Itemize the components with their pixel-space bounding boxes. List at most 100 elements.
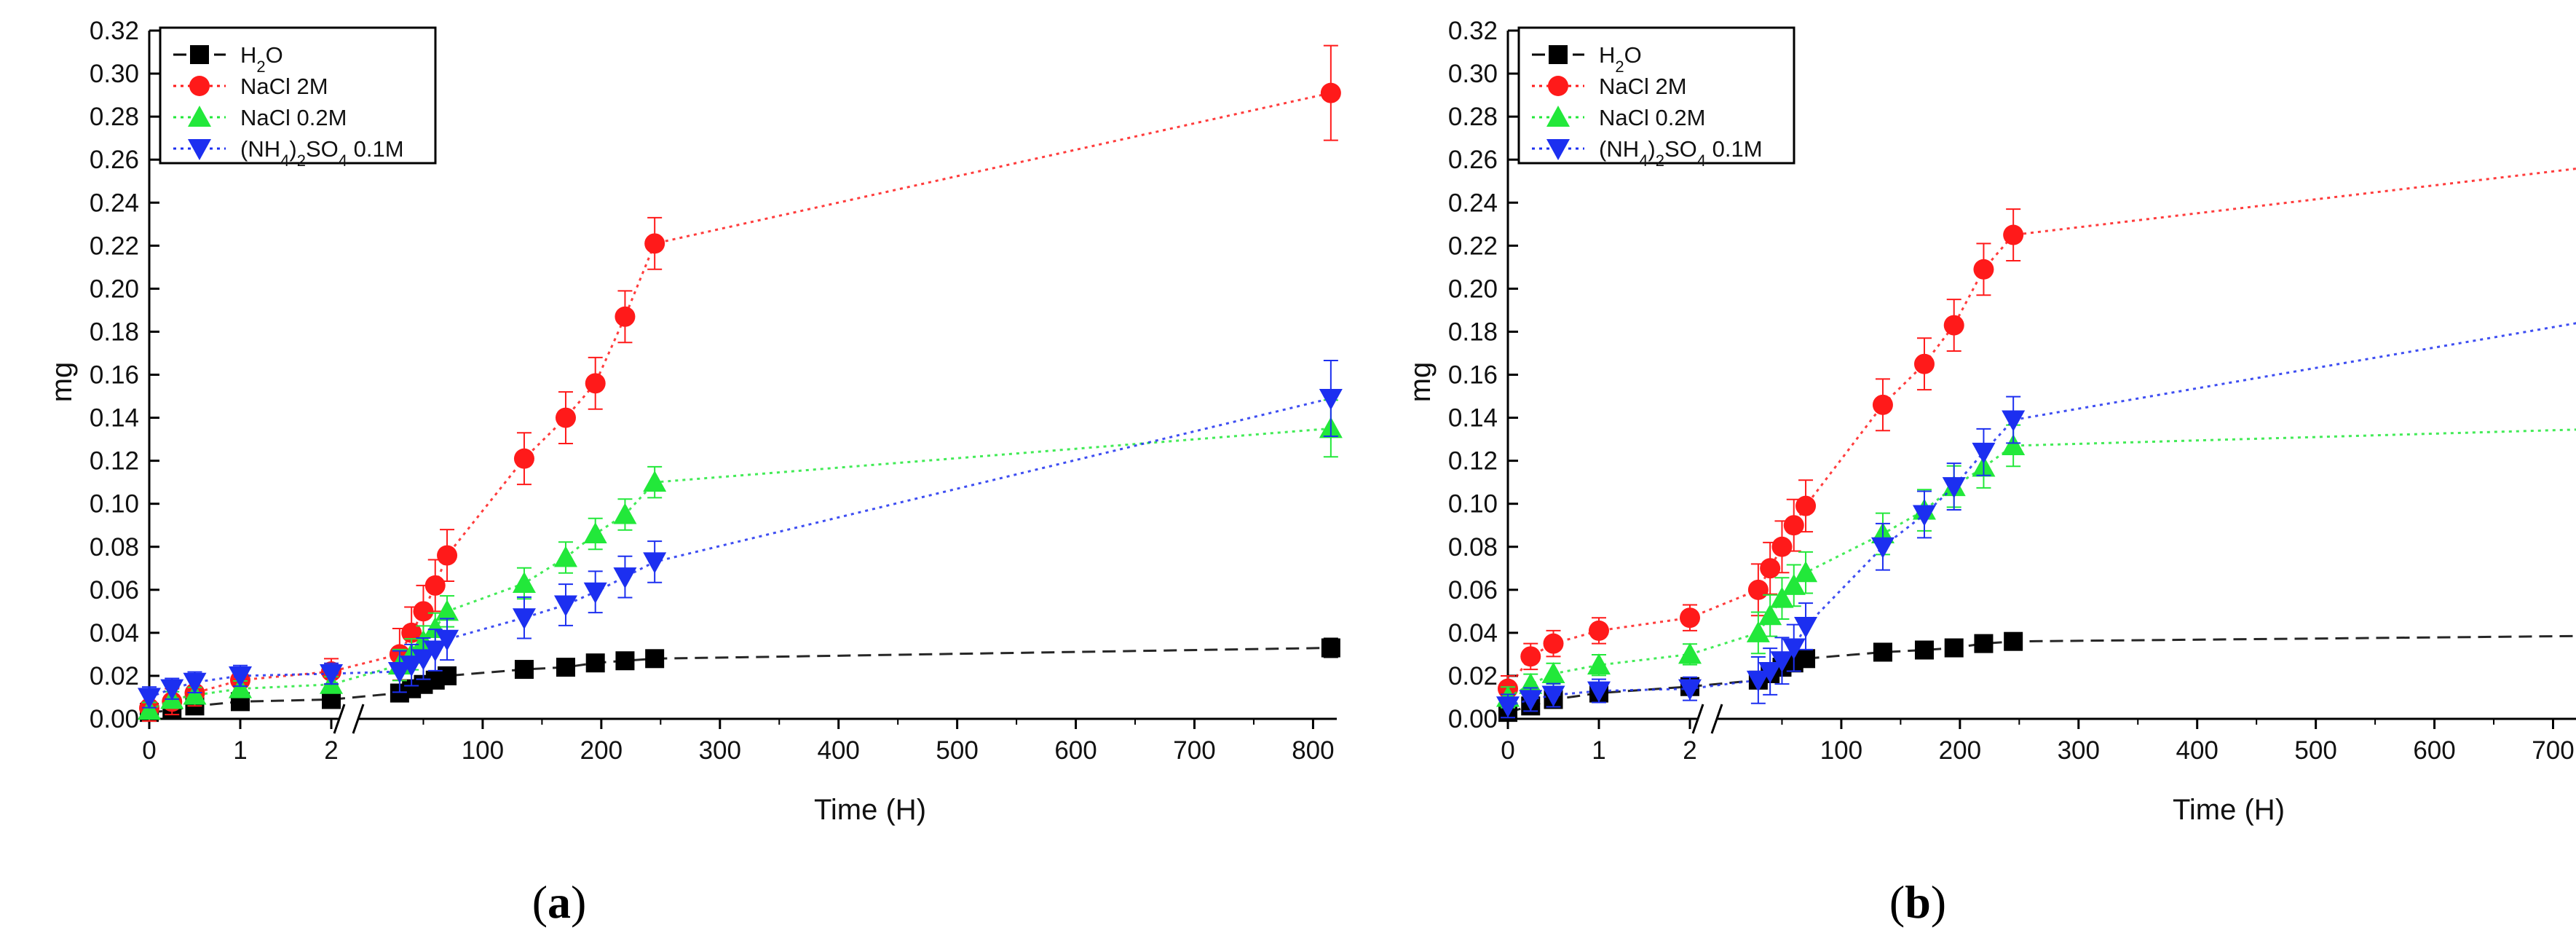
series-1 (1498, 168, 2576, 703)
x-tick-label: 200 (1939, 736, 1981, 765)
y-tick-label: 0.32 (90, 17, 139, 45)
data-point (1680, 607, 1700, 629)
legend-label: (NH4)2SO4 0.1M (1599, 136, 1763, 170)
legend-label-part: O (1624, 42, 1642, 68)
y-tick-label: 0.30 (90, 60, 139, 88)
x-tick-label: 300 (2058, 736, 2100, 765)
y-tick-label: 0.12 (90, 447, 139, 476)
y-tick-label: 0.20 (90, 275, 139, 303)
legend-label-part: NaCl 2M (240, 74, 328, 99)
data-point (183, 672, 207, 694)
legend-label-part: 2 (256, 58, 265, 76)
series-3 (138, 360, 1343, 709)
legend-label: NaCl 0.2M (1599, 105, 1705, 130)
y-tick-label: 0.10 (1448, 490, 1498, 519)
data-point (643, 470, 667, 492)
data-point (1794, 617, 1818, 639)
y-tick-label: 0.18 (90, 318, 139, 346)
x-axis-title: Time (H) (814, 794, 926, 826)
data-point (1746, 670, 1770, 692)
data-point (1912, 505, 1936, 527)
data-point (1783, 515, 1804, 536)
y-tick-label: 0.32 (1448, 17, 1498, 45)
x-tick-label: 500 (2294, 736, 2336, 765)
data-point (512, 571, 536, 593)
x-tick-label: 0 (142, 736, 156, 765)
data-point (1770, 651, 1794, 673)
data-point (1942, 477, 1966, 499)
x-tick-label: 100 (462, 736, 504, 765)
x-tick-label: 300 (699, 736, 741, 765)
legend-label-part: 0.1M (347, 136, 404, 162)
data-point (615, 651, 635, 671)
data-point (1914, 640, 1934, 660)
y-tick-label: 0.06 (1448, 576, 1498, 605)
data-point (1541, 685, 1565, 707)
legend-label-part: SO (1664, 136, 1697, 162)
legend-label-part: 4 (280, 151, 289, 170)
y-axis-title: mg (46, 362, 78, 403)
caption-letter: a (548, 876, 571, 928)
data-point (1782, 638, 1806, 660)
data-point (555, 407, 576, 428)
y-tick-label: 0.14 (90, 404, 139, 433)
data-point (2002, 410, 2026, 432)
y-tick-label: 0.10 (90, 490, 139, 519)
series-0 (1498, 631, 2576, 722)
data-point (138, 688, 161, 709)
legend-marker (190, 45, 209, 64)
data-point (1974, 634, 1994, 653)
data-point (644, 233, 665, 254)
y-tick-label: 0.18 (1448, 318, 1498, 346)
data-point (1973, 259, 1994, 280)
x-tick-label: 800 (1292, 736, 1334, 765)
legend-label: H2O (240, 42, 283, 76)
x-tick-label: 1 (1592, 736, 1605, 765)
legend-label: NaCl 2M (240, 74, 328, 99)
data-point (1770, 586, 1794, 608)
series-line (149, 397, 1332, 698)
series-line (1506, 168, 2576, 690)
y-tick-label: 0.22 (1448, 232, 1498, 260)
legend-marker (188, 106, 211, 127)
legend-marker (1546, 106, 1570, 127)
data-point (613, 503, 637, 524)
data-point (160, 679, 184, 701)
legend-label-part: 0.1M (1706, 136, 1763, 162)
x-tick-label: 2 (1683, 736, 1696, 765)
data-point (583, 582, 607, 604)
axis-break-mark (352, 704, 365, 734)
y-tick-label: 0.20 (1448, 275, 1498, 303)
y-tick-label: 0.26 (1448, 146, 1498, 174)
data-point (615, 306, 636, 327)
panel-caption: (a) (532, 876, 587, 928)
axis-break-mark (1691, 704, 1704, 734)
caption-letter: b (1905, 876, 1931, 928)
data-point (1496, 696, 1520, 718)
legend-label-part: ) (289, 136, 296, 162)
data-point (1587, 653, 1611, 675)
data-point (553, 595, 577, 617)
data-point (411, 649, 435, 671)
y-tick-label: 0.30 (1448, 60, 1498, 88)
data-point (320, 663, 343, 685)
series-line (1507, 428, 2576, 698)
series-0 (140, 637, 1340, 722)
data-point (2003, 224, 2024, 245)
data-point (1782, 573, 1806, 595)
data-point (229, 666, 252, 688)
legend-label-part: SO (306, 136, 339, 162)
data-point (556, 658, 575, 677)
legend-label-part: H (240, 42, 256, 68)
data-point (1543, 633, 1564, 654)
data-point (1758, 604, 1782, 626)
x-tick-label: 700 (1173, 736, 1215, 765)
x-tick-label: 700 (2532, 736, 2574, 765)
y-tick-label: 0.16 (1448, 361, 1498, 390)
data-point (585, 653, 605, 673)
data-point (1519, 690, 1543, 712)
y-tick-label: 0.00 (1448, 705, 1498, 733)
caption-open: ( (1889, 876, 1905, 928)
